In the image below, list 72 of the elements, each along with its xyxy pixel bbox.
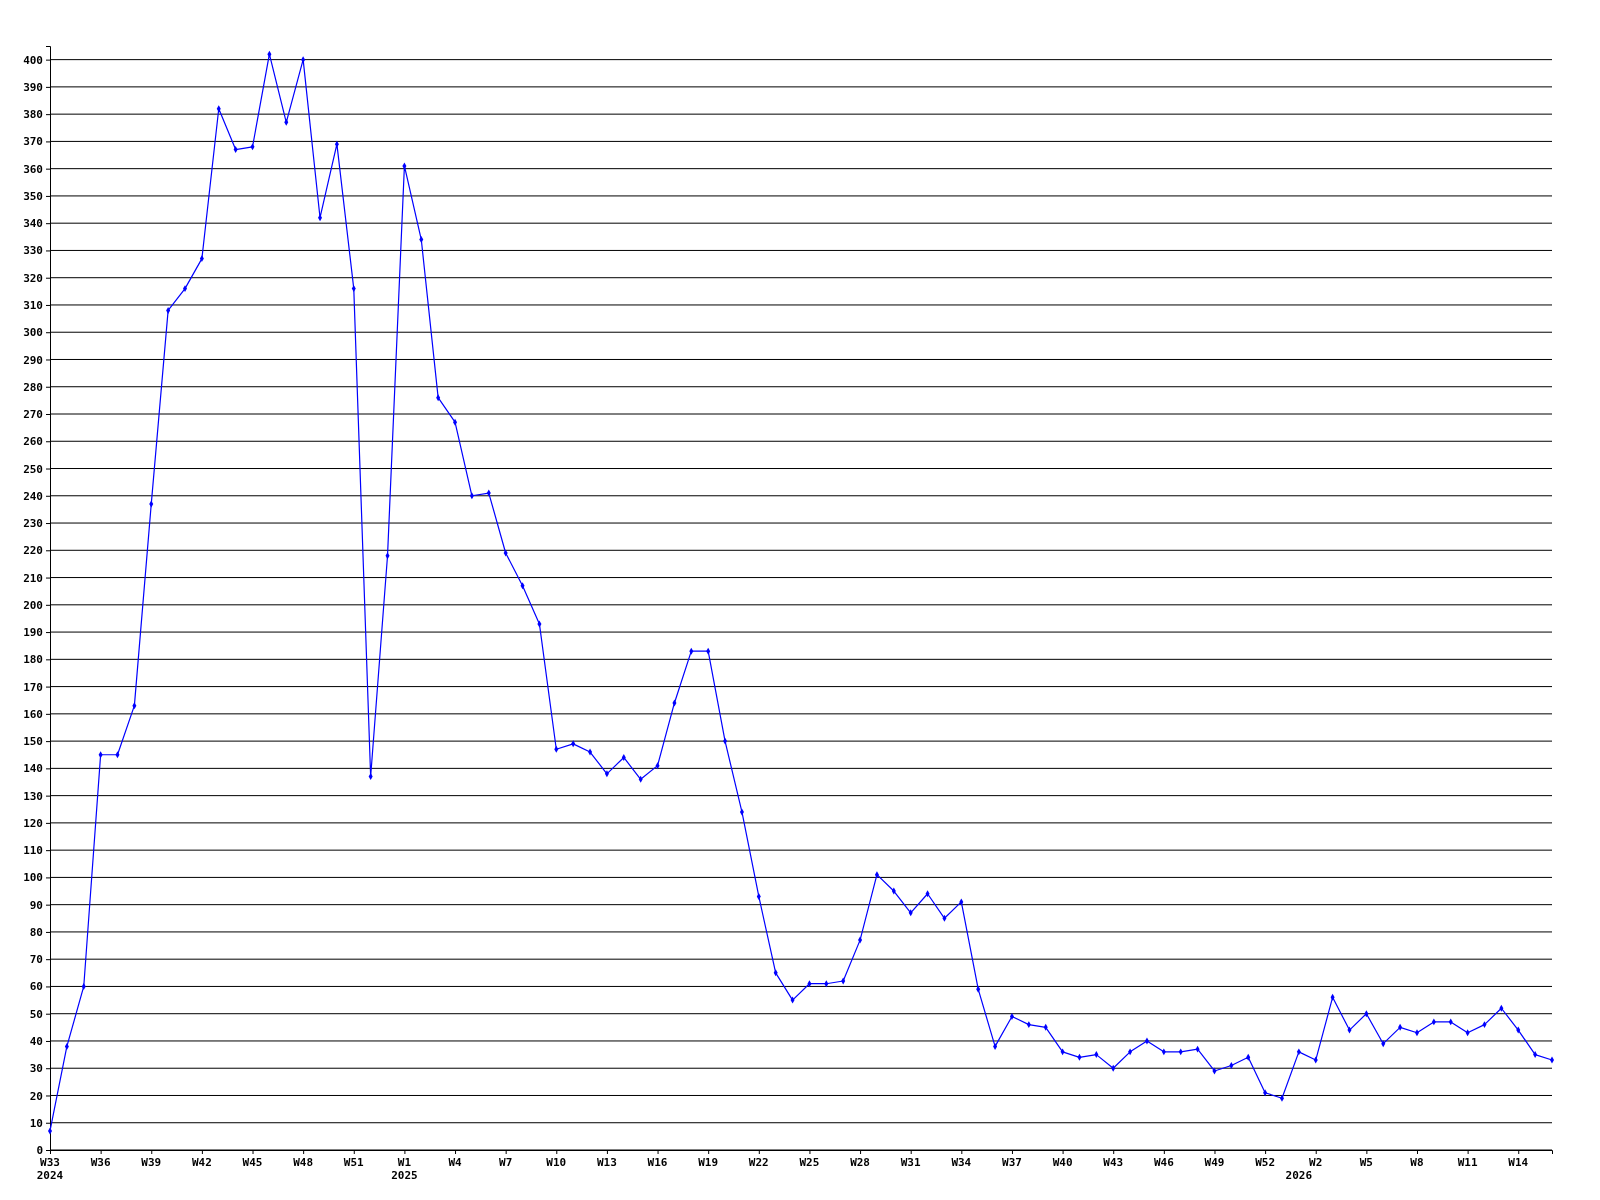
x-tick-label: W51 <box>343 1156 365 1169</box>
x-tick-label: W48 <box>293 1156 314 1169</box>
x-tick-label: W14 <box>1508 1156 1529 1169</box>
y-tick-label: 230 <box>23 517 43 531</box>
y-tick-label: 170 <box>23 680 43 694</box>
y-tick-label: 160 <box>23 707 43 721</box>
x-tick-label: W28 <box>850 1156 870 1169</box>
y-tick-label: 190 <box>23 626 43 640</box>
x-tick-label: W2 <box>1309 1156 1323 1169</box>
x-tick-label: W16 <box>647 1156 668 1169</box>
y-tick-label: 300 <box>23 326 43 340</box>
y-tick-label: 220 <box>23 544 43 558</box>
x-tick-label: W1 2025 <box>391 1156 418 1182</box>
y-tick-label: 10 <box>29 1116 43 1130</box>
y-tick-label: 330 <box>23 244 43 258</box>
x-tick-label: W45 <box>242 1156 263 1169</box>
y-tick-label: 30 <box>29 1062 43 1076</box>
y-tick-label: 60 <box>29 980 43 994</box>
y-tick-label: 70 <box>29 953 43 967</box>
y-tick-label: 50 <box>29 1007 43 1021</box>
x-tick-label: W7 <box>499 1156 513 1169</box>
y-tick-label: 350 <box>23 189 43 203</box>
y-tick-label: 140 <box>23 762 43 776</box>
y-tick-label: 130 <box>23 789 43 803</box>
x-tick-label: W46 <box>1153 1156 1175 1169</box>
x-tick-label: W43 <box>1103 1156 1124 1169</box>
x-tick-label: W11 <box>1457 1156 1478 1169</box>
y-tick-label: 340 <box>23 217 43 231</box>
y-tick-label: 250 <box>23 462 43 476</box>
y-tick-label: 210 <box>23 571 43 585</box>
x-tick-label: W8 <box>1410 1156 1424 1169</box>
y-tick-label: 270 <box>23 408 43 422</box>
y-tick-label: 310 <box>23 298 43 312</box>
x-tick-label: W10 <box>546 1156 567 1169</box>
x-tick-label: W25 <box>799 1156 820 1169</box>
y-tick-label: 260 <box>23 435 43 449</box>
x-tick-label: W39 <box>141 1156 162 1169</box>
x-tick-label: W5 <box>1359 1156 1373 1169</box>
y-tick-label: 40 <box>29 1034 43 1048</box>
x-tick-label: W4 <box>448 1156 463 1169</box>
y-tick-label: 360 <box>23 162 43 176</box>
y-tick-label: 370 <box>23 135 43 149</box>
x-tick-label: W49 <box>1204 1156 1225 1169</box>
x-tick-label: W40 <box>1052 1156 1073 1169</box>
x-tick-label: W52 <box>1255 1156 1276 1169</box>
y-tick-label: 290 <box>23 353 43 367</box>
x-tick-label: W34 <box>951 1156 972 1169</box>
y-tick-label: 180 <box>23 653 43 667</box>
y-tick-label: 100 <box>23 871 43 885</box>
x-tick-label: W36 <box>90 1156 111 1169</box>
y-tick-label: 0 <box>36 1144 43 1158</box>
y-tick-label: 390 <box>23 80 43 94</box>
y-tick-label: 20 <box>29 1089 43 1103</box>
y-tick-label: 400 <box>23 53 43 67</box>
y-tick-label: 200 <box>23 598 43 612</box>
y-tick-label: 320 <box>23 271 43 285</box>
x-tick-label: W19 <box>698 1156 719 1169</box>
x-tick-label: 2026 <box>1285 1169 1313 1182</box>
y-tick-label: 90 <box>29 898 43 912</box>
y-tick-label: 80 <box>29 925 43 939</box>
y-tick-label: 380 <box>23 108 43 122</box>
y-tick-label: 280 <box>23 380 43 394</box>
x-tick-label: W31 <box>900 1156 921 1169</box>
y-tick-label: 110 <box>23 844 43 858</box>
x-tick-label: W22 <box>748 1156 769 1169</box>
x-tick-label: W13 <box>596 1156 617 1169</box>
x-tick-label: W42 <box>191 1156 212 1169</box>
x-tick-label: W37 <box>1002 1156 1022 1169</box>
y-tick-label: 120 <box>23 816 43 830</box>
x-tick-label: W33 2024 <box>36 1156 64 1182</box>
y-tick-label: 150 <box>23 735 43 749</box>
y-tick-label: 240 <box>23 489 43 503</box>
